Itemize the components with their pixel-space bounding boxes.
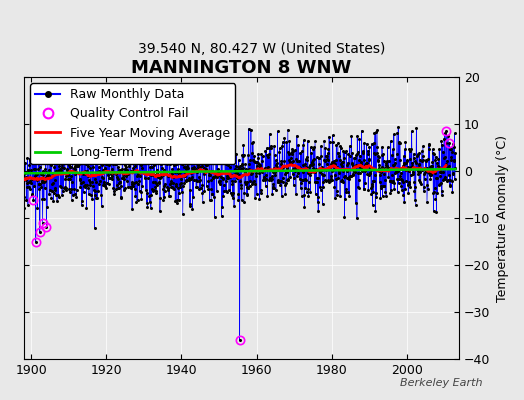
Y-axis label: Temperature Anomaly (°C): Temperature Anomaly (°C) [496, 134, 509, 302]
Title: MANNINGTON 8 WNW: MANNINGTON 8 WNW [132, 59, 352, 77]
Text: 39.540 N, 80.427 W (United States): 39.540 N, 80.427 W (United States) [138, 42, 386, 56]
Legend: Raw Monthly Data, Quality Control Fail, Five Year Moving Average, Long-Term Tren: Raw Monthly Data, Quality Control Fail, … [30, 83, 235, 164]
Text: Berkeley Earth: Berkeley Earth [400, 378, 482, 388]
